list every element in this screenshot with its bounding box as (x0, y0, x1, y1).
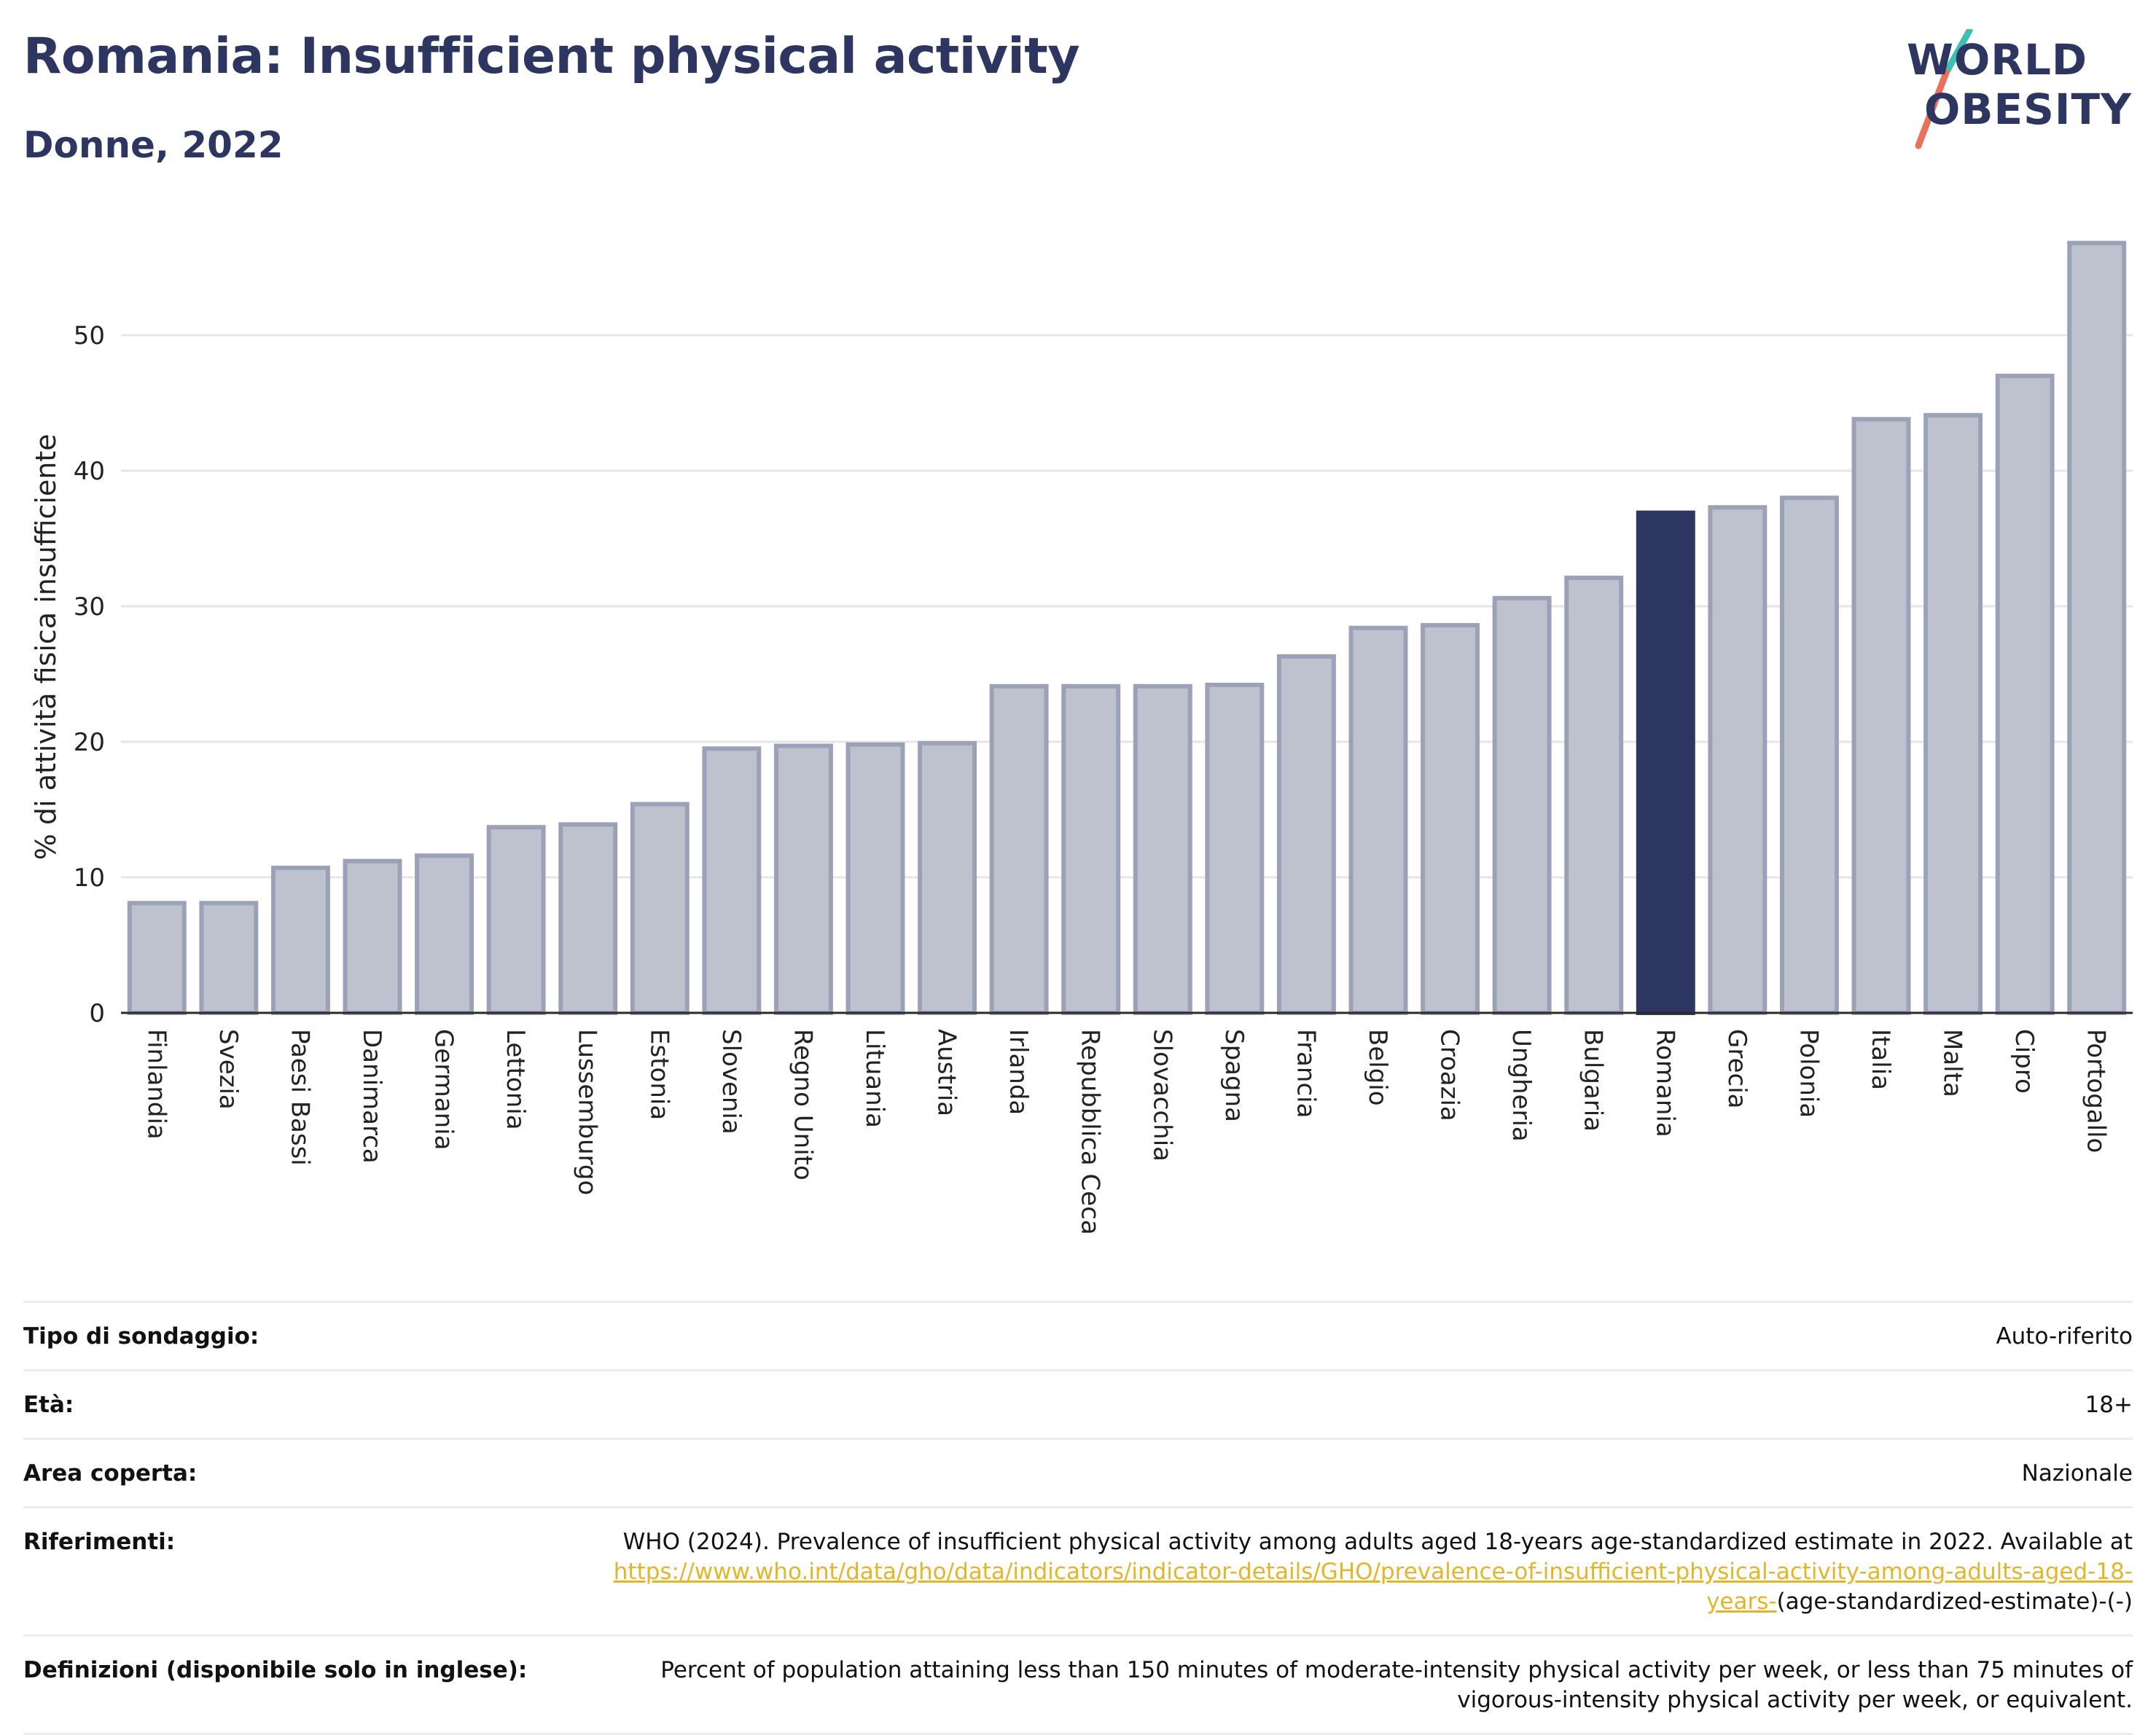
bar-ungheria (1492, 595, 1552, 1015)
meta-row-survey-type: Tipo di sondaggio: Auto-riferito (23, 1301, 2133, 1369)
x-tick-label: Croazia (1435, 1029, 1464, 1121)
meta-value: Percent of population attaining less tha… (660, 1657, 2133, 1713)
x-tick-label: Spagna (1219, 1029, 1249, 1122)
logo-slash-icon (1915, 29, 1973, 149)
bar-slovenia (702, 746, 762, 1015)
bar-francia (1276, 654, 1336, 1015)
bar-bulgaria (1564, 575, 1624, 1015)
meta-row-definitions: Definizioni (disponibile solo in inglese… (23, 1634, 2133, 1735)
x-tick-label: Lituania (860, 1029, 889, 1128)
bar-lituania (845, 742, 905, 1015)
y-tick-label: 50 (74, 321, 105, 350)
y-tick-label: 10 (74, 863, 105, 893)
meta-value: Auto-riferito (1996, 1323, 2133, 1350)
bar-cipro (1995, 373, 2055, 1016)
x-tick-label: Austria (932, 1029, 961, 1116)
meta-row-age: Età: 18+ (23, 1369, 2133, 1438)
meta-label: Tipo di sondaggio: (23, 1323, 259, 1350)
meta-row-area: Area coperta: Nazionale (23, 1438, 2133, 1506)
y-tick-label: 0 (89, 999, 105, 1028)
x-tick-label: Ungheria (1507, 1029, 1536, 1142)
y-axis-ticks: 0 10 20 30 40 50 (74, 321, 105, 1028)
bar-danimarca (343, 858, 402, 1015)
x-tick-label: Grecia (1722, 1029, 1751, 1108)
page-title: Romania: Insufficient physical activity (23, 28, 1080, 85)
x-tick-label: Finlandia (141, 1029, 171, 1140)
reference-text-suffix: (age-standardized-estimate)-(-) (1776, 1589, 2133, 1615)
bar-regno-unito (773, 743, 833, 1016)
y-tick-label: 30 (74, 592, 105, 622)
x-tick-label: Slovenia (716, 1029, 746, 1135)
reference-link[interactable]: https://www.who.int/data/gho/data/indica… (613, 1559, 2133, 1615)
y-tick-label: 20 (74, 728, 105, 757)
meta-row-references: Riferimenti: WHO (2024). Prevalence of i… (23, 1506, 2133, 1634)
bar-chart: 0 10 20 30 40 50 Finlandia Svezia Paesi Bassi Da… (30, 240, 2133, 1235)
y-axis-label: % di attività fisica insufficiente (30, 434, 62, 860)
page-subtitle: Donne, 2022 (23, 124, 284, 166)
meta-value: 18+ (2085, 1392, 2133, 1418)
x-tick-label: Romania (1650, 1029, 1679, 1137)
bar-lussemburgo (558, 822, 618, 1016)
bar-austria (918, 740, 977, 1015)
x-tick-label: Slovacchia (1147, 1029, 1176, 1162)
x-tick-label: Portogallo (2082, 1029, 2111, 1153)
meta-label: Area coperta: (23, 1460, 198, 1487)
x-tick-label: Francia (1291, 1029, 1320, 1118)
meta-label: Definizioni (disponibile solo in inglese… (23, 1657, 528, 1683)
x-tick-label: Svezia (214, 1029, 243, 1110)
y-tick-label: 40 (74, 457, 105, 486)
meta-label: Riferimenti: (23, 1529, 176, 1555)
x-axis-labels: Finlandia Svezia Paesi Bassi Danimarca Germa… (141, 1029, 2110, 1235)
x-tick-label: Lettonia (501, 1029, 530, 1130)
bar-croazia (1421, 623, 1480, 1015)
x-tick-label: Irlanda (1004, 1029, 1033, 1115)
x-tick-label: Lussemburgo (573, 1029, 602, 1195)
bar-irlanda (989, 684, 1049, 1015)
x-tick-label: Paesi Bassi (285, 1029, 314, 1166)
x-tick-label: Repubblica Ceca (1076, 1029, 1105, 1235)
bar-paesi-bassi (270, 865, 330, 1015)
bar-grecia (1708, 505, 1768, 1016)
meta-label: Età: (23, 1392, 74, 1418)
bar-svezia (199, 901, 259, 1016)
bar-germania (415, 853, 474, 1015)
logo-text-obesity: OBESITY (1924, 85, 2133, 134)
bar-romania (1636, 510, 1695, 1016)
bar-italia (1851, 417, 1911, 1015)
bar-polonia (1779, 496, 1839, 1015)
x-tick-label: Regno Unito (788, 1029, 817, 1180)
x-tick-label: Estonia (644, 1029, 673, 1120)
x-tick-label: Belgio (1363, 1029, 1392, 1106)
bar-repubblica-ceca (1061, 684, 1121, 1015)
world-obesity-logo: WORLD OBESITY (1902, 29, 2143, 153)
reference-text: WHO (2024). Prevalence of insufficient p… (622, 1529, 2133, 1555)
x-tick-label: Danimarca (357, 1029, 386, 1164)
meta-value: WHO (2024). Prevalence of insufficient p… (566, 1527, 2133, 1617)
bar-slovacchia (1133, 684, 1192, 1015)
logo-text-world: WORLD (1907, 35, 2088, 85)
meta-value: Nazionale (2021, 1460, 2133, 1487)
bar-finlandia (127, 901, 187, 1016)
x-tick-label: Italia (1866, 1029, 1895, 1090)
x-tick-label: Malta (1938, 1029, 1967, 1097)
x-tick-label: Polonia (1794, 1029, 1823, 1118)
metadata-table: Tipo di sondaggio: Auto-riferito Età: 18… (23, 1301, 2133, 1735)
x-tick-label: Germania (429, 1029, 458, 1150)
bar-spagna (1205, 682, 1265, 1015)
bar-belgio (1348, 625, 1408, 1015)
bars (127, 240, 2127, 1016)
x-tick-label: Cipro (2009, 1029, 2039, 1094)
bar-portogallo (2067, 240, 2127, 1015)
x-tick-label: Bulgaria (1579, 1029, 1608, 1132)
bar-estonia (630, 802, 690, 1015)
bar-lettonia (486, 825, 546, 1015)
bar-malta (1923, 412, 1983, 1015)
